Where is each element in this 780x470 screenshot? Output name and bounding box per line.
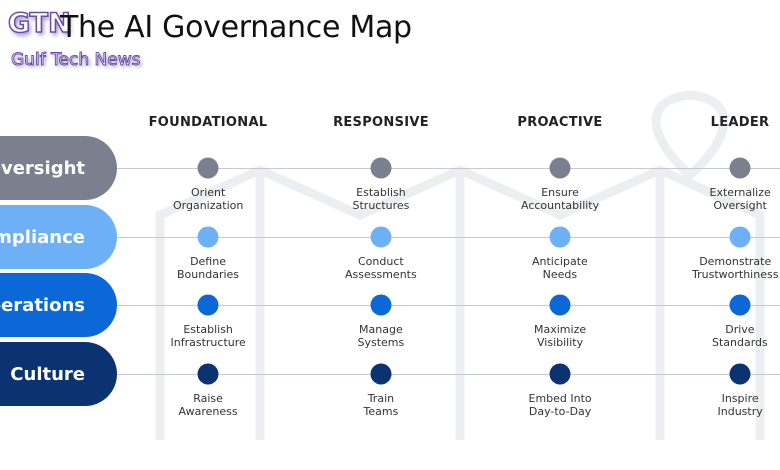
stage-dot bbox=[729, 226, 751, 248]
row-line bbox=[110, 374, 780, 375]
stage-label-line: Organization bbox=[173, 199, 244, 212]
stage-label-line: Anticipate bbox=[532, 255, 588, 268]
stage-dot bbox=[549, 226, 571, 248]
stage-label-line: Establish bbox=[356, 186, 406, 199]
row-line bbox=[110, 168, 780, 169]
stage-dot bbox=[549, 157, 571, 179]
stage-label: Demonstrate Trustworthiness bbox=[692, 255, 778, 281]
row-pill-oversight: Oversight bbox=[0, 136, 117, 200]
row-pill-culture: Culture bbox=[0, 342, 117, 406]
stage-label: Establish Structures bbox=[353, 186, 410, 212]
stage-dot bbox=[729, 363, 751, 385]
stage-dot bbox=[197, 157, 219, 179]
stage-label: Conduct Assessments bbox=[345, 255, 417, 281]
stage-label-line: Structures bbox=[352, 199, 410, 212]
stage-dot bbox=[197, 363, 219, 385]
stage-label: Define Boundaries bbox=[177, 255, 239, 281]
stage-label-line: Embed Into bbox=[528, 392, 592, 405]
row-line bbox=[110, 237, 780, 238]
stage-label-line: Drive bbox=[725, 323, 755, 336]
stage-dot bbox=[729, 294, 751, 316]
stage-label: Externalize Oversight bbox=[710, 186, 771, 212]
column-header-proactive: PROACTIVE bbox=[517, 115, 603, 130]
stage-label-line: Establish bbox=[183, 323, 233, 336]
stage-dot bbox=[729, 157, 751, 179]
stage-label-line: Trustworthiness bbox=[692, 268, 779, 281]
row-pill-compliance: Compliance bbox=[0, 205, 117, 269]
stage-label-line: Orient bbox=[191, 186, 226, 199]
row-pill-operations: Operations bbox=[0, 273, 117, 337]
stage-label-line: Boundaries bbox=[177, 268, 240, 281]
stage-label-line: Maximize bbox=[534, 323, 587, 336]
stage-label-line: Inspire bbox=[721, 392, 759, 405]
stage-dot bbox=[370, 157, 392, 179]
column-header-foundational: FOUNDATIONAL bbox=[148, 115, 268, 130]
stage-label-line: Infrastructure bbox=[170, 336, 246, 349]
stage-label-line: Standards bbox=[712, 336, 768, 349]
stage-label-line: Visibility bbox=[537, 336, 584, 349]
stage-label: Maximize Visibility bbox=[534, 323, 586, 349]
stage-label-line: Manage bbox=[359, 323, 403, 336]
page-title: The AI Governance Map bbox=[60, 10, 412, 45]
stage-label: Ensure Accountability bbox=[521, 186, 599, 212]
stage-label-line: Teams bbox=[363, 405, 399, 418]
stage-label: Establish Infrastructure bbox=[171, 323, 246, 349]
stage-label: Embed Into Day-to-Day bbox=[529, 392, 592, 418]
stage-dot bbox=[549, 363, 571, 385]
stage-label: Inspire Industry bbox=[718, 392, 763, 418]
stage-label-line: Accountability bbox=[521, 199, 600, 212]
stage-label-line: Train bbox=[367, 392, 395, 405]
stage-label-line: Awareness bbox=[178, 405, 238, 418]
stage-label: Manage Systems bbox=[358, 323, 405, 349]
stage-label-line: Ensure bbox=[541, 186, 579, 199]
stage-dot bbox=[370, 226, 392, 248]
stage-dot bbox=[197, 226, 219, 248]
stage-label-line: Day-to-Day bbox=[528, 405, 592, 418]
stage-label-line: Conduct bbox=[358, 255, 404, 268]
row-line bbox=[110, 305, 780, 306]
stage-label-line: Raise bbox=[193, 392, 223, 405]
stage-label-line: Systems bbox=[357, 336, 405, 349]
stage-label: Train Teams bbox=[364, 392, 399, 418]
stage-label: Anticipate Needs bbox=[532, 255, 588, 281]
stage-dot bbox=[370, 294, 392, 316]
column-header-leader: LEADER bbox=[710, 115, 770, 130]
stage-label-line: Industry bbox=[717, 405, 763, 418]
stage-label: Orient Organization bbox=[173, 186, 243, 212]
stage-label-line: Needs bbox=[542, 268, 578, 281]
column-header-responsive: RESPONSIVE bbox=[333, 115, 429, 130]
stage-label: Drive Standards bbox=[712, 323, 768, 349]
watermark-logo: GTN bbox=[7, 7, 71, 40]
stage-label-line: Define bbox=[190, 255, 226, 268]
stage-label-line: Demonstrate bbox=[699, 255, 772, 268]
stage-dot bbox=[549, 294, 571, 316]
stage-dot bbox=[370, 363, 392, 385]
stage-label-line: Assessments bbox=[345, 268, 417, 281]
watermark-name: Gulf Tech News bbox=[10, 50, 141, 71]
stage-label: Raise Awareness bbox=[179, 392, 238, 418]
stage-label-line: Oversight bbox=[713, 199, 767, 212]
stage-dot bbox=[197, 294, 219, 316]
stage-label-line: Externalize bbox=[709, 186, 771, 199]
